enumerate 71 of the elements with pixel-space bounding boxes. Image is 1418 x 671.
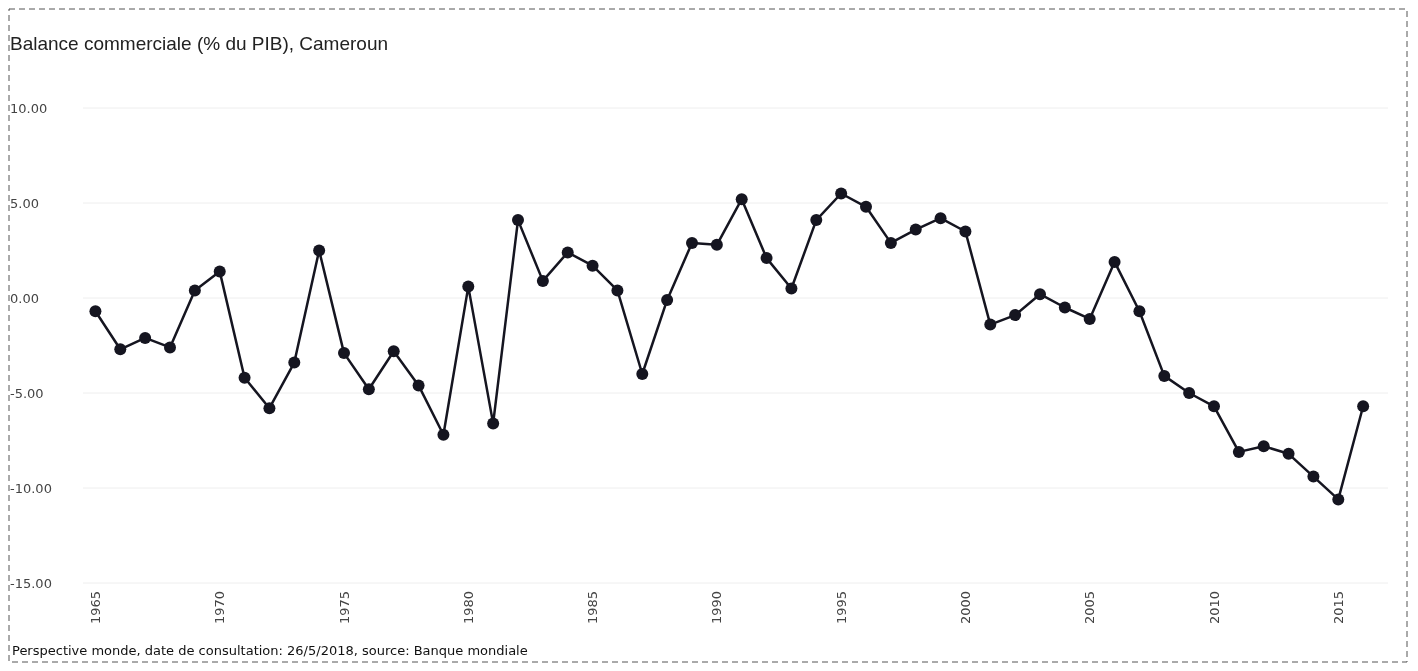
point: [1257, 440, 1270, 453]
point: [437, 428, 450, 441]
point: [1133, 305, 1146, 318]
chart-title: Balance commerciale (% du PIB), Cameroun: [10, 33, 389, 54]
point: [686, 236, 698, 249]
point: [860, 200, 872, 213]
y-tick-label: 0.00: [10, 290, 39, 306]
point: [114, 343, 127, 356]
point: [288, 356, 301, 369]
x-tick-label: 1970: [212, 591, 228, 625]
y-tick-label: 10.00: [10, 100, 48, 116]
text: Perspective monde, date de consultation: 26/5/2018, source: Banque mondiale: [12, 643, 528, 658]
point: [338, 347, 350, 360]
x-tick-label: 1980: [460, 591, 476, 625]
x-tick-label: 1995: [833, 591, 849, 625]
x-tick-label: 1985: [585, 591, 601, 625]
point: [1058, 301, 1071, 314]
point: [387, 345, 400, 358]
x-tick-label: 1990: [709, 591, 725, 625]
point: [238, 371, 251, 384]
point: [735, 193, 748, 206]
point: [785, 282, 798, 295]
point: [1083, 312, 1096, 325]
point: [1232, 445, 1245, 458]
y-tick-label: -5.00: [10, 385, 44, 401]
point: [661, 293, 674, 306]
point: [313, 244, 326, 257]
point: [536, 274, 549, 287]
point: [760, 252, 773, 265]
point: [1034, 288, 1046, 301]
point: [984, 318, 997, 331]
point: [1108, 255, 1121, 268]
point: [561, 246, 574, 259]
point: [1158, 369, 1171, 382]
point: [710, 238, 723, 251]
point: [611, 284, 624, 297]
point: [1357, 400, 1370, 413]
point: [934, 212, 947, 225]
point: [1208, 400, 1220, 413]
point: [213, 265, 226, 278]
point: [909, 223, 922, 236]
point: [835, 187, 848, 200]
y-tick-label: 5.00: [10, 195, 39, 211]
y-tick-label: -15.00: [10, 575, 52, 591]
point: [89, 305, 102, 318]
point: [512, 214, 524, 227]
point: [1009, 309, 1022, 322]
y-tick-label: -10.00: [10, 480, 52, 496]
x-tick-label: 2000: [957, 591, 973, 625]
point: [1183, 387, 1196, 399]
point: [1282, 447, 1295, 460]
x-tick-label: 2015: [1330, 591, 1346, 625]
point: [1332, 493, 1345, 506]
point: [487, 417, 500, 430]
point: [164, 341, 176, 354]
point: [188, 284, 201, 297]
x-tick-label: 1975: [336, 591, 352, 625]
point: [462, 280, 475, 293]
point: [636, 368, 649, 380]
point: [586, 259, 599, 272]
x-tick-label: 2005: [1082, 591, 1098, 625]
x-tick-label: 2010: [1206, 591, 1222, 625]
point: [362, 383, 375, 396]
point: [810, 214, 823, 227]
point: [959, 225, 972, 238]
point: [1307, 470, 1320, 483]
point: [263, 402, 276, 415]
point: [884, 236, 897, 249]
point: [139, 331, 152, 344]
point: [412, 379, 425, 392]
x-tick-label: 1965: [87, 591, 103, 625]
